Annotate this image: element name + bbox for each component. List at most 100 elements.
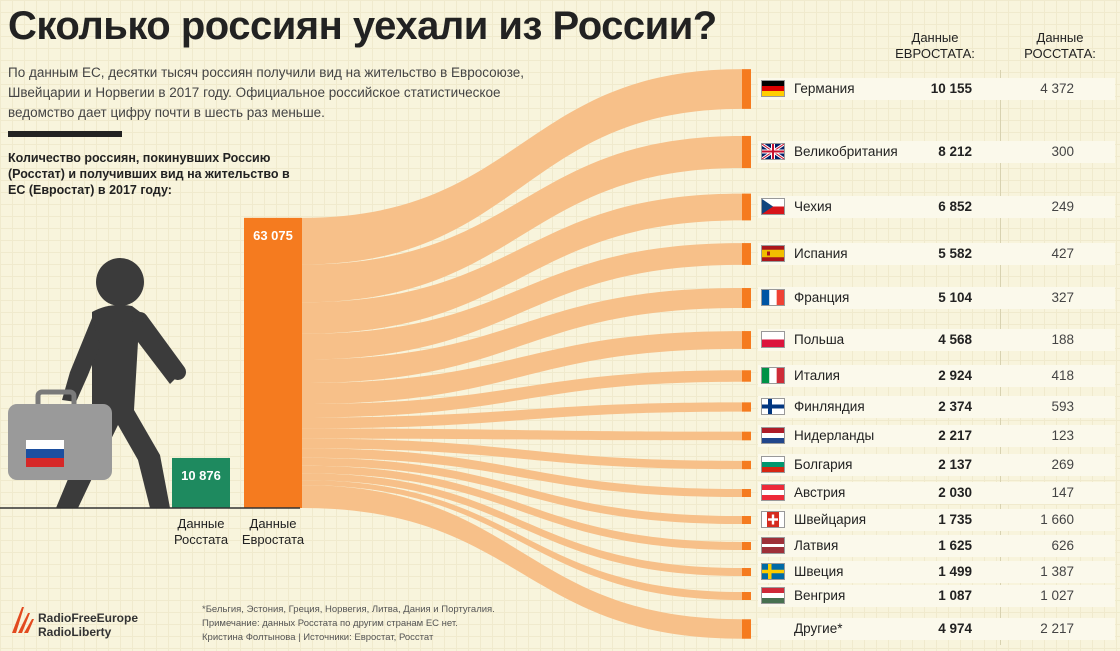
suitcase-icon: [8, 389, 112, 480]
flag-gb-icon: [761, 143, 785, 160]
destination-bar-other: [742, 619, 751, 639]
list-item: Нидерланды 2 217 123: [758, 425, 1115, 447]
row-background: [758, 425, 1115, 447]
row-background: [758, 396, 1115, 418]
rferl-logo: RadioFreeEurope RadioLiberty: [8, 603, 168, 643]
country-name: Венгрия: [794, 588, 846, 603]
destination-bar-cz: [742, 193, 751, 221]
russian-flag-blue: [26, 449, 64, 458]
bar-group: [172, 69, 751, 639]
country-name: Германия: [794, 81, 855, 96]
eurostat-bar-label: Данные Евростата: [241, 516, 305, 547]
rosstat-value: 626: [1051, 538, 1074, 553]
russian-flag-red: [26, 458, 64, 467]
destination-bar-hu: [742, 592, 751, 600]
destination-bar-se: [742, 568, 751, 576]
row-background: [758, 78, 1115, 100]
flow-other: [302, 485, 742, 639]
country-name: Латвия: [794, 538, 839, 553]
flow-fi: [302, 402, 742, 429]
country-name: Великобритания: [794, 144, 898, 159]
eurostat-value: 6 852: [938, 199, 972, 214]
flow-es: [302, 243, 742, 360]
flow-ch: [302, 457, 742, 524]
flag-pl-icon: [761, 331, 785, 348]
flow-cz: [302, 193, 742, 334]
country-name: Болгария: [794, 457, 853, 472]
flag-nl-icon: [761, 427, 785, 444]
logo-line1: RadioFreeEurope: [38, 611, 139, 625]
country-name: Австрия: [794, 485, 846, 500]
flag-se-icon: [761, 563, 785, 580]
country-name: Швеция: [794, 564, 844, 579]
rosstat-value: 269: [1051, 457, 1074, 472]
row-background: [758, 243, 1115, 265]
rosstat-column-header: Данные РОССТАТА:: [1024, 30, 1096, 61]
footer-line3: Кристина Фолтынова | Источники: Евростат…: [202, 632, 434, 643]
flag-ch-icon: [761, 511, 785, 528]
flag-it-icon: [761, 367, 785, 384]
eurostat-value: 2 924: [938, 368, 972, 383]
country-name: Чехия: [794, 199, 832, 214]
eurostat-value: 1 499: [938, 564, 972, 579]
rosstat-value: 4 372: [1040, 81, 1074, 96]
row-background: [758, 141, 1115, 163]
eurostat-value: 1 087: [938, 588, 972, 603]
eurostat-bar: [244, 217, 302, 509]
eurostat-value: 4 974: [938, 621, 972, 636]
rosstat-value: 593: [1051, 399, 1074, 414]
eurostat-value: 1 735: [938, 512, 972, 527]
flow-hu: [302, 480, 742, 600]
destination-bar-fr: [742, 288, 751, 308]
country-name: Другие*: [794, 621, 843, 636]
flow-se: [302, 473, 742, 576]
flow-fr: [302, 288, 742, 384]
rosstat-value: 2 217: [1040, 621, 1074, 636]
chart-caption: Количество россиян, покинувших Россию (Р…: [8, 151, 290, 197]
footer-line1: *Бельгия, Эстония, Греция, Норвегия, Лит…: [202, 604, 495, 615]
destination-bar-at: [742, 489, 751, 497]
destination-bar-de: [742, 69, 751, 109]
russian-flag-white: [26, 440, 64, 449]
page-title: Сколько россиян уехали из России?: [8, 4, 717, 48]
destination-bar-pl: [742, 331, 751, 349]
row-background: [758, 287, 1115, 309]
list-item: Польша 4 568 188: [758, 329, 1115, 351]
row-background: [758, 454, 1115, 476]
row-background: [758, 509, 1115, 531]
flow-pl: [302, 331, 742, 405]
row-background: [758, 329, 1115, 351]
rosstat-value: 1 027: [1040, 588, 1074, 603]
rosstat-value: 1 660: [1040, 512, 1074, 527]
list-item: Венгрия 1 087 1 027: [758, 585, 1115, 607]
rosstat-value: 188: [1051, 332, 1074, 347]
subtitle: По данным ЕС, десятки тысяч россиян полу…: [8, 65, 525, 120]
country-name: Финляндия: [794, 399, 865, 414]
eurostat-value: 8 212: [938, 144, 972, 159]
row-background: [758, 561, 1115, 583]
rosstat-value: 123: [1051, 428, 1074, 443]
rosstat-value: 300: [1051, 144, 1074, 159]
destination-bar-es: [742, 243, 751, 265]
list-item: Другие* 4 974 2 217: [758, 618, 1115, 640]
destination-bar-it: [742, 370, 751, 382]
flag-at-icon: [761, 484, 785, 501]
list-item: Финляндия 2 374 593: [758, 396, 1115, 418]
rosstat-value: 418: [1051, 368, 1074, 383]
rosstat-value: 327: [1051, 290, 1074, 305]
flow-gb: [302, 135, 742, 303]
flag-fr-icon: [761, 289, 785, 306]
logo-line2: RadioLiberty: [38, 625, 112, 639]
country-name: Франция: [794, 290, 850, 305]
country-name: Нидерланды: [794, 428, 875, 443]
logo-icon: [12, 607, 34, 633]
list-item: Болгария 2 137 269: [758, 454, 1115, 476]
row-background: [758, 365, 1115, 387]
rosstat-value: 249: [1051, 199, 1074, 214]
destination-bar-fi: [742, 402, 751, 412]
rosstat-value: 147: [1051, 485, 1074, 500]
rosstat-value: 427: [1051, 246, 1074, 261]
row-background: [758, 535, 1115, 557]
rosstat-bar-value: 10 876: [181, 467, 221, 483]
